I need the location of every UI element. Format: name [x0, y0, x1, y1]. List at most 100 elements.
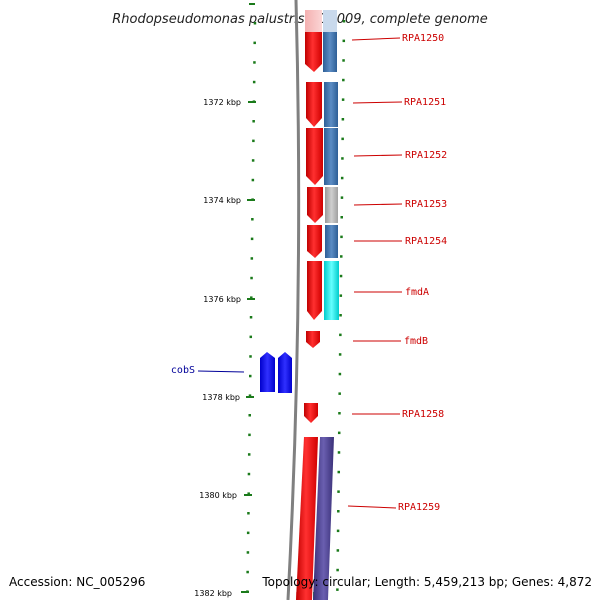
- minor-tick-dot: [246, 570, 249, 574]
- minor-tick-dot: [251, 178, 255, 182]
- gene-label[interactable]: fmdA: [405, 287, 429, 298]
- cds-feature[interactable]: [260, 352, 275, 392]
- cog-feature[interactable]: [313, 437, 334, 600]
- gene-label-group[interactable]: RPA1250: [351, 33, 444, 44]
- minor-tick-dot: [340, 176, 344, 180]
- minor-tick-dot: [340, 216, 343, 219]
- minor-tick-dot: [342, 39, 346, 43]
- gene-label[interactable]: RPA1252: [405, 150, 447, 161]
- minor-tick-dot: [339, 333, 342, 337]
- scale-tick: 1378 kbp: [202, 393, 254, 402]
- cog-feature[interactable]: [323, 32, 337, 72]
- minor-tick-dot: [341, 98, 345, 101]
- gene-label-group[interactable]: fmdA: [354, 287, 429, 298]
- minor-tick-dot: [339, 314, 342, 317]
- minor-tick-dot: [251, 159, 255, 162]
- minor-tick-dot: [341, 118, 345, 121]
- minor-tick-dot: [341, 137, 344, 141]
- minor-tick-dot: [250, 257, 254, 260]
- cds-feature[interactable]: [306, 331, 320, 348]
- minor-tick-dot: [249, 374, 252, 378]
- minor-tick-dot: [247, 512, 250, 515]
- minor-tick-dot: [247, 492, 250, 495]
- cds-feature[interactable]: [307, 261, 322, 320]
- gene-label[interactable]: RPA1254: [405, 236, 447, 247]
- cds-feature[interactable]: [306, 82, 322, 127]
- minor-tick-dot: [339, 294, 343, 297]
- scale-tick: 1372 kbp: [203, 98, 256, 107]
- gene-label-group[interactable]: RPA1253: [353, 199, 447, 210]
- minor-tick-dot: [338, 412, 341, 415]
- minor-tick-dot: [337, 431, 341, 435]
- gene-label-group[interactable]: RPA1258: [352, 409, 444, 420]
- gene-label[interactable]: RPA1250: [402, 33, 444, 44]
- minor-tick-dot: [338, 392, 341, 395]
- scale-tick: 1374 kbp: [203, 196, 255, 205]
- minor-tick-dot: [336, 549, 340, 552]
- minor-tick-marks: [246, 20, 346, 593]
- scale-tick: 1376 kbp: [203, 295, 255, 304]
- gene-label[interactable]: cobS: [171, 365, 195, 376]
- minor-tick-dot: [337, 470, 341, 474]
- minor-tick-dot: [337, 510, 340, 513]
- cog-feature[interactable]: [325, 225, 338, 258]
- gene-label[interactable]: RPA1259: [398, 502, 440, 513]
- cds-feature[interactable]: [305, 32, 322, 72]
- cds-feature[interactable]: [307, 225, 322, 258]
- minor-tick-dot: [252, 120, 255, 123]
- cog-feature[interactable]: [324, 128, 338, 185]
- minor-tick-dot: [253, 61, 256, 64]
- scale-ticks: 1372 kbp 1374 kbp 1376 kbp 1378 kbp 1380…: [194, 3, 256, 598]
- gene-label[interactable]: fmdB: [404, 336, 428, 347]
- minor-tick-dot: [339, 274, 343, 278]
- cds-feature[interactable]: [296, 437, 318, 600]
- cds-feature[interactable]: [306, 128, 323, 185]
- gene-label-group[interactable]: RPA1254: [354, 236, 447, 247]
- cds-feature[interactable]: [307, 187, 323, 223]
- minor-tick-dot: [336, 568, 339, 572]
- cog-feature[interactable]: [324, 82, 338, 127]
- gene-label[interactable]: RPA1253: [405, 199, 447, 210]
- minor-tick-dot: [252, 80, 256, 84]
- minor-tick-dot: [247, 453, 251, 456]
- minor-tick-dot: [342, 59, 345, 62]
- minor-tick-dot: [342, 20, 346, 23]
- minor-tick-dot: [340, 196, 344, 199]
- cds-feature[interactable]: [304, 403, 318, 423]
- minor-tick-dot: [253, 41, 256, 45]
- minor-tick-dot: [253, 22, 257, 25]
- minor-tick-dot: [249, 335, 253, 339]
- minor-tick-dot: [252, 139, 255, 143]
- gene-labels: RPA1250 RPA1251 RPA1252 RPA1253 RPA1254 …: [171, 33, 447, 513]
- cog-feature[interactable]: [325, 187, 338, 223]
- gene-label-group[interactable]: RPA1252: [353, 150, 447, 161]
- tick-label: 1372 kbp: [203, 98, 241, 107]
- gene-label-group[interactable]: cobS: [171, 365, 245, 376]
- minor-tick-dot: [246, 531, 250, 535]
- cds-feature[interactable]: [278, 352, 292, 393]
- forward-cds-track: [296, 32, 323, 600]
- minor-tick-dot: [336, 588, 339, 591]
- gene-label[interactable]: RPA1251: [404, 97, 446, 108]
- minor-tick-dot: [251, 218, 254, 221]
- tick-label: 1376 kbp: [203, 295, 241, 304]
- genome-backbone: [286, 0, 301, 600]
- minor-tick-dot: [342, 78, 345, 82]
- gene-label-group[interactable]: RPA1251: [352, 97, 446, 108]
- tick-label: 1380 kbp: [199, 491, 237, 500]
- gene-label-group[interactable]: RPA1259: [347, 502, 440, 513]
- minor-tick-dot: [249, 316, 253, 319]
- gene-label[interactable]: RPA1258: [402, 409, 444, 420]
- minor-tick-dot: [340, 235, 343, 239]
- tick-label: 1374 kbp: [203, 196, 241, 205]
- cog-feature[interactable]: [324, 261, 339, 320]
- minor-tick-dot: [250, 276, 253, 280]
- minor-tick-dot: [340, 255, 343, 258]
- map-title: Rhodopseudomonas palustris CGA009, compl…: [112, 12, 488, 27]
- minor-tick-dot: [341, 157, 344, 160]
- minor-tick-dot: [336, 529, 340, 533]
- minor-tick-dot: [247, 472, 251, 476]
- gene-label-group[interactable]: fmdB: [353, 336, 428, 347]
- faded-cds-top: [305, 10, 322, 32]
- tick-label: 1382 kbp: [194, 589, 232, 598]
